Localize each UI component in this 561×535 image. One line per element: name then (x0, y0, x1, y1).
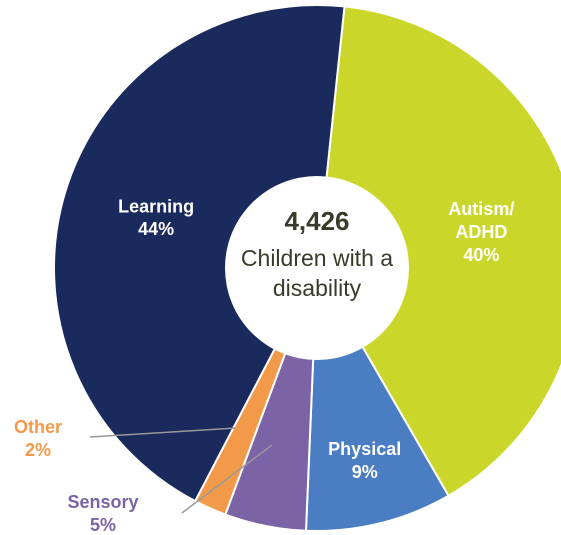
value-label: 44% (138, 219, 174, 239)
donut-slice (53, 4, 346, 503)
center-value: 4,426 (284, 206, 350, 236)
value-label: 9% (352, 462, 378, 482)
leader-line (181, 444, 273, 514)
slice-label: Autism/ADHD (448, 199, 514, 242)
donut-hole (225, 176, 409, 360)
center-label: Children with a disability (240, 245, 394, 301)
center-text: 4,426 Children with a disability (227, 206, 407, 303)
slice-label: Sensory (67, 492, 138, 512)
value-label: 5% (90, 515, 116, 535)
slice-label: Other (14, 417, 62, 437)
value-label: 40% (463, 245, 499, 265)
slice-label: Learning (118, 196, 194, 216)
leader-line (89, 427, 237, 438)
slice-label: Physical (328, 439, 401, 459)
value-label: 2% (25, 440, 51, 460)
